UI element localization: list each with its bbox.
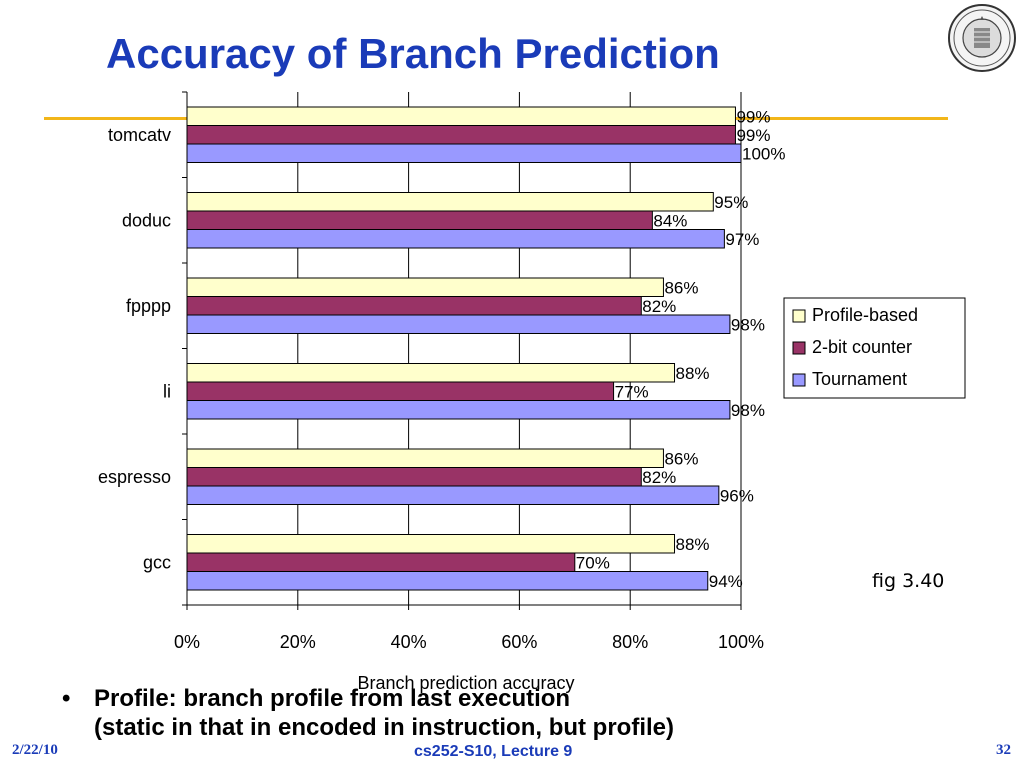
bar bbox=[186, 381, 615, 401]
category-label: tomcatv bbox=[108, 125, 171, 145]
bar bbox=[186, 363, 676, 383]
data-label: 95% bbox=[714, 193, 748, 212]
category-label: fpppp bbox=[126, 296, 171, 316]
footer-date: 2/22/10 bbox=[12, 742, 58, 758]
legend-label: Profile-based bbox=[812, 305, 918, 325]
data-label: 88% bbox=[676, 364, 710, 383]
legend-swatch bbox=[792, 373, 806, 387]
data-label: 88% bbox=[676, 535, 710, 554]
bullet-line-1: Profile: branch profile from last execut… bbox=[94, 685, 571, 712]
figure-label: fig 3.40 bbox=[872, 570, 945, 592]
category-label: li bbox=[163, 381, 171, 401]
legend-box bbox=[783, 297, 966, 399]
category-label: doduc bbox=[122, 210, 171, 230]
bar bbox=[186, 467, 642, 487]
category-label: espresso bbox=[98, 467, 171, 487]
x-tick-label: 20% bbox=[280, 632, 316, 652]
x-axis-title: Branch prediction accuracy bbox=[357, 673, 574, 693]
bar bbox=[186, 485, 720, 505]
bar bbox=[186, 314, 731, 334]
bar bbox=[186, 448, 664, 468]
legend-swatch bbox=[792, 341, 806, 355]
bar bbox=[186, 106, 736, 126]
bullet-item: • Profile: branch profile from last exec… bbox=[62, 684, 674, 742]
bar bbox=[186, 552, 576, 572]
bar-chart: 0% 20% 40% 60% 80% 100% Branch prediction accu… bbox=[98, 91, 966, 693]
data-label: 98% bbox=[731, 316, 765, 335]
data-label: 84% bbox=[653, 212, 687, 231]
data-label: 100% bbox=[742, 145, 785, 164]
data-label: 99% bbox=[736, 126, 770, 145]
bar bbox=[186, 400, 731, 420]
bullet-list: • Profile: branch profile from last exec… bbox=[62, 684, 674, 742]
data-label: 97% bbox=[725, 230, 759, 249]
bar bbox=[186, 125, 736, 145]
data-label: 98% bbox=[731, 401, 765, 420]
bar bbox=[186, 534, 676, 554]
data-label: 94% bbox=[709, 572, 743, 591]
data-label: 82% bbox=[642, 297, 676, 316]
data-label: 86% bbox=[664, 279, 698, 298]
slide-title: Accuracy of Branch Prediction bbox=[106, 30, 720, 77]
bar bbox=[186, 229, 725, 249]
data-label: 82% bbox=[642, 468, 676, 487]
x-tick-label: 80% bbox=[612, 632, 648, 652]
legend-label: 2-bit counter bbox=[812, 337, 912, 357]
x-tick-label: 0% bbox=[174, 632, 200, 652]
data-label: 99% bbox=[736, 108, 770, 127]
bar bbox=[186, 143, 742, 163]
footer-course: cs252-S10, Lecture 9 bbox=[414, 743, 573, 760]
bullet-line-2: (static in that in encoded in instructio… bbox=[94, 714, 674, 741]
category-label: gcc bbox=[143, 552, 171, 572]
bar bbox=[186, 296, 642, 316]
data-label: 86% bbox=[664, 450, 698, 469]
x-tick-label: 40% bbox=[391, 632, 427, 652]
bar bbox=[186, 277, 664, 297]
university-seal-icon bbox=[948, 4, 1016, 72]
x-tick-label: 60% bbox=[501, 632, 537, 652]
bar bbox=[186, 192, 714, 212]
legend-swatch bbox=[792, 309, 806, 323]
bar bbox=[186, 571, 709, 591]
legend-label: Tournament bbox=[812, 369, 907, 389]
footer-page-number: 32 bbox=[996, 742, 1011, 758]
bullet-dot: • bbox=[62, 685, 71, 712]
data-label: 70% bbox=[576, 554, 610, 573]
data-label: 96% bbox=[720, 487, 754, 506]
bar bbox=[186, 210, 653, 230]
x-tick-label: 100% bbox=[718, 632, 764, 652]
data-label: 77% bbox=[615, 383, 649, 402]
